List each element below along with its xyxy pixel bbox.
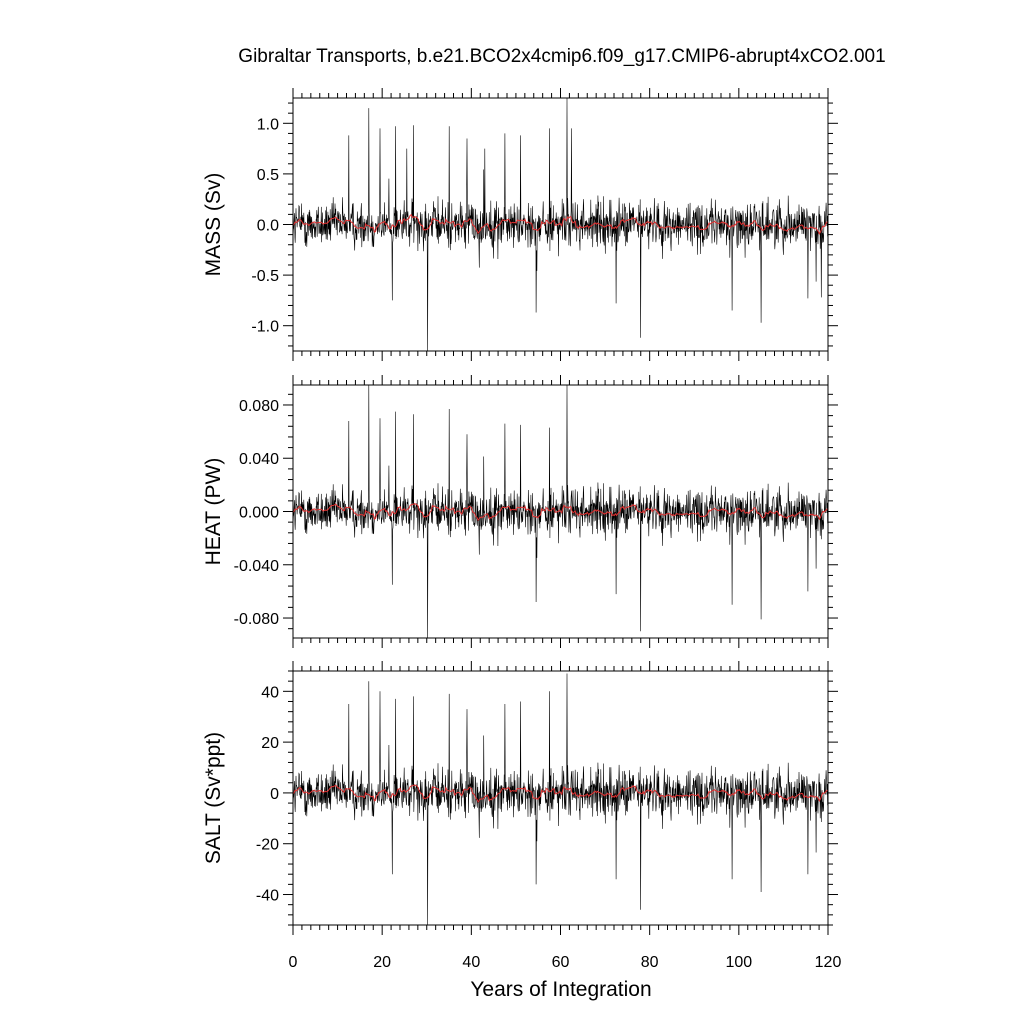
- y-tick-label: -0.040: [234, 558, 279, 575]
- y-axis-title-3: SALT (Sv*ppt): [202, 732, 225, 864]
- y-tick-label: 0.5: [257, 167, 279, 184]
- y-tick-label: -0.5: [251, 268, 279, 285]
- y-tick-label: -40: [256, 888, 279, 905]
- y-tick-label: 0.040: [239, 451, 279, 468]
- y-tick-label: 0: [270, 786, 279, 803]
- panel-1: -1.0 -0.5 0.0 0.5 1.0 MASS (Sv): [202, 88, 838, 361]
- y-tick-label: 1.0: [257, 116, 279, 133]
- x-tick-label: 0: [289, 954, 298, 971]
- y-tick-label: 20: [261, 735, 279, 752]
- x-tick-label: 60: [552, 954, 570, 971]
- y-tick-label: 0.0: [257, 218, 279, 235]
- panel-3: -40 -20 0 20 40 SALT (Sv*ppt): [202, 661, 838, 935]
- smoothed-series-line-2: [293, 503, 828, 522]
- y-tick-label: -0.080: [234, 611, 279, 628]
- x-tick-label: 40: [462, 954, 480, 971]
- y-tick-label: -20: [256, 837, 279, 854]
- y-tick-label: -1.0: [251, 319, 279, 336]
- smoothed-series-line-3: [293, 784, 828, 804]
- smoothed-series-line-1: [293, 213, 828, 235]
- y-tick-label: 0.080: [239, 398, 279, 415]
- x-tick-label: 80: [641, 954, 659, 971]
- x-axis-title: Years of Integration: [470, 978, 651, 1001]
- y-tick-label: 40: [261, 684, 279, 701]
- y-axis-title-1: MASS (Sv): [202, 173, 225, 277]
- chart-title: Gibraltar Transports, b.e21.BCO2x4cmip6.…: [238, 46, 886, 67]
- x-tick-label: 100: [725, 954, 752, 971]
- y-axis-title-2: HEAT (PW): [202, 458, 225, 566]
- panel-2: -0.080 -0.040 0.000 0.040 0.080 HEAT (PW): [202, 375, 838, 648]
- raw-series-line-3: [293, 673, 828, 925]
- y-tick-label: 0.000: [239, 505, 279, 522]
- x-tick-label: 20: [373, 954, 391, 971]
- x-tick-label: 120: [815, 954, 842, 971]
